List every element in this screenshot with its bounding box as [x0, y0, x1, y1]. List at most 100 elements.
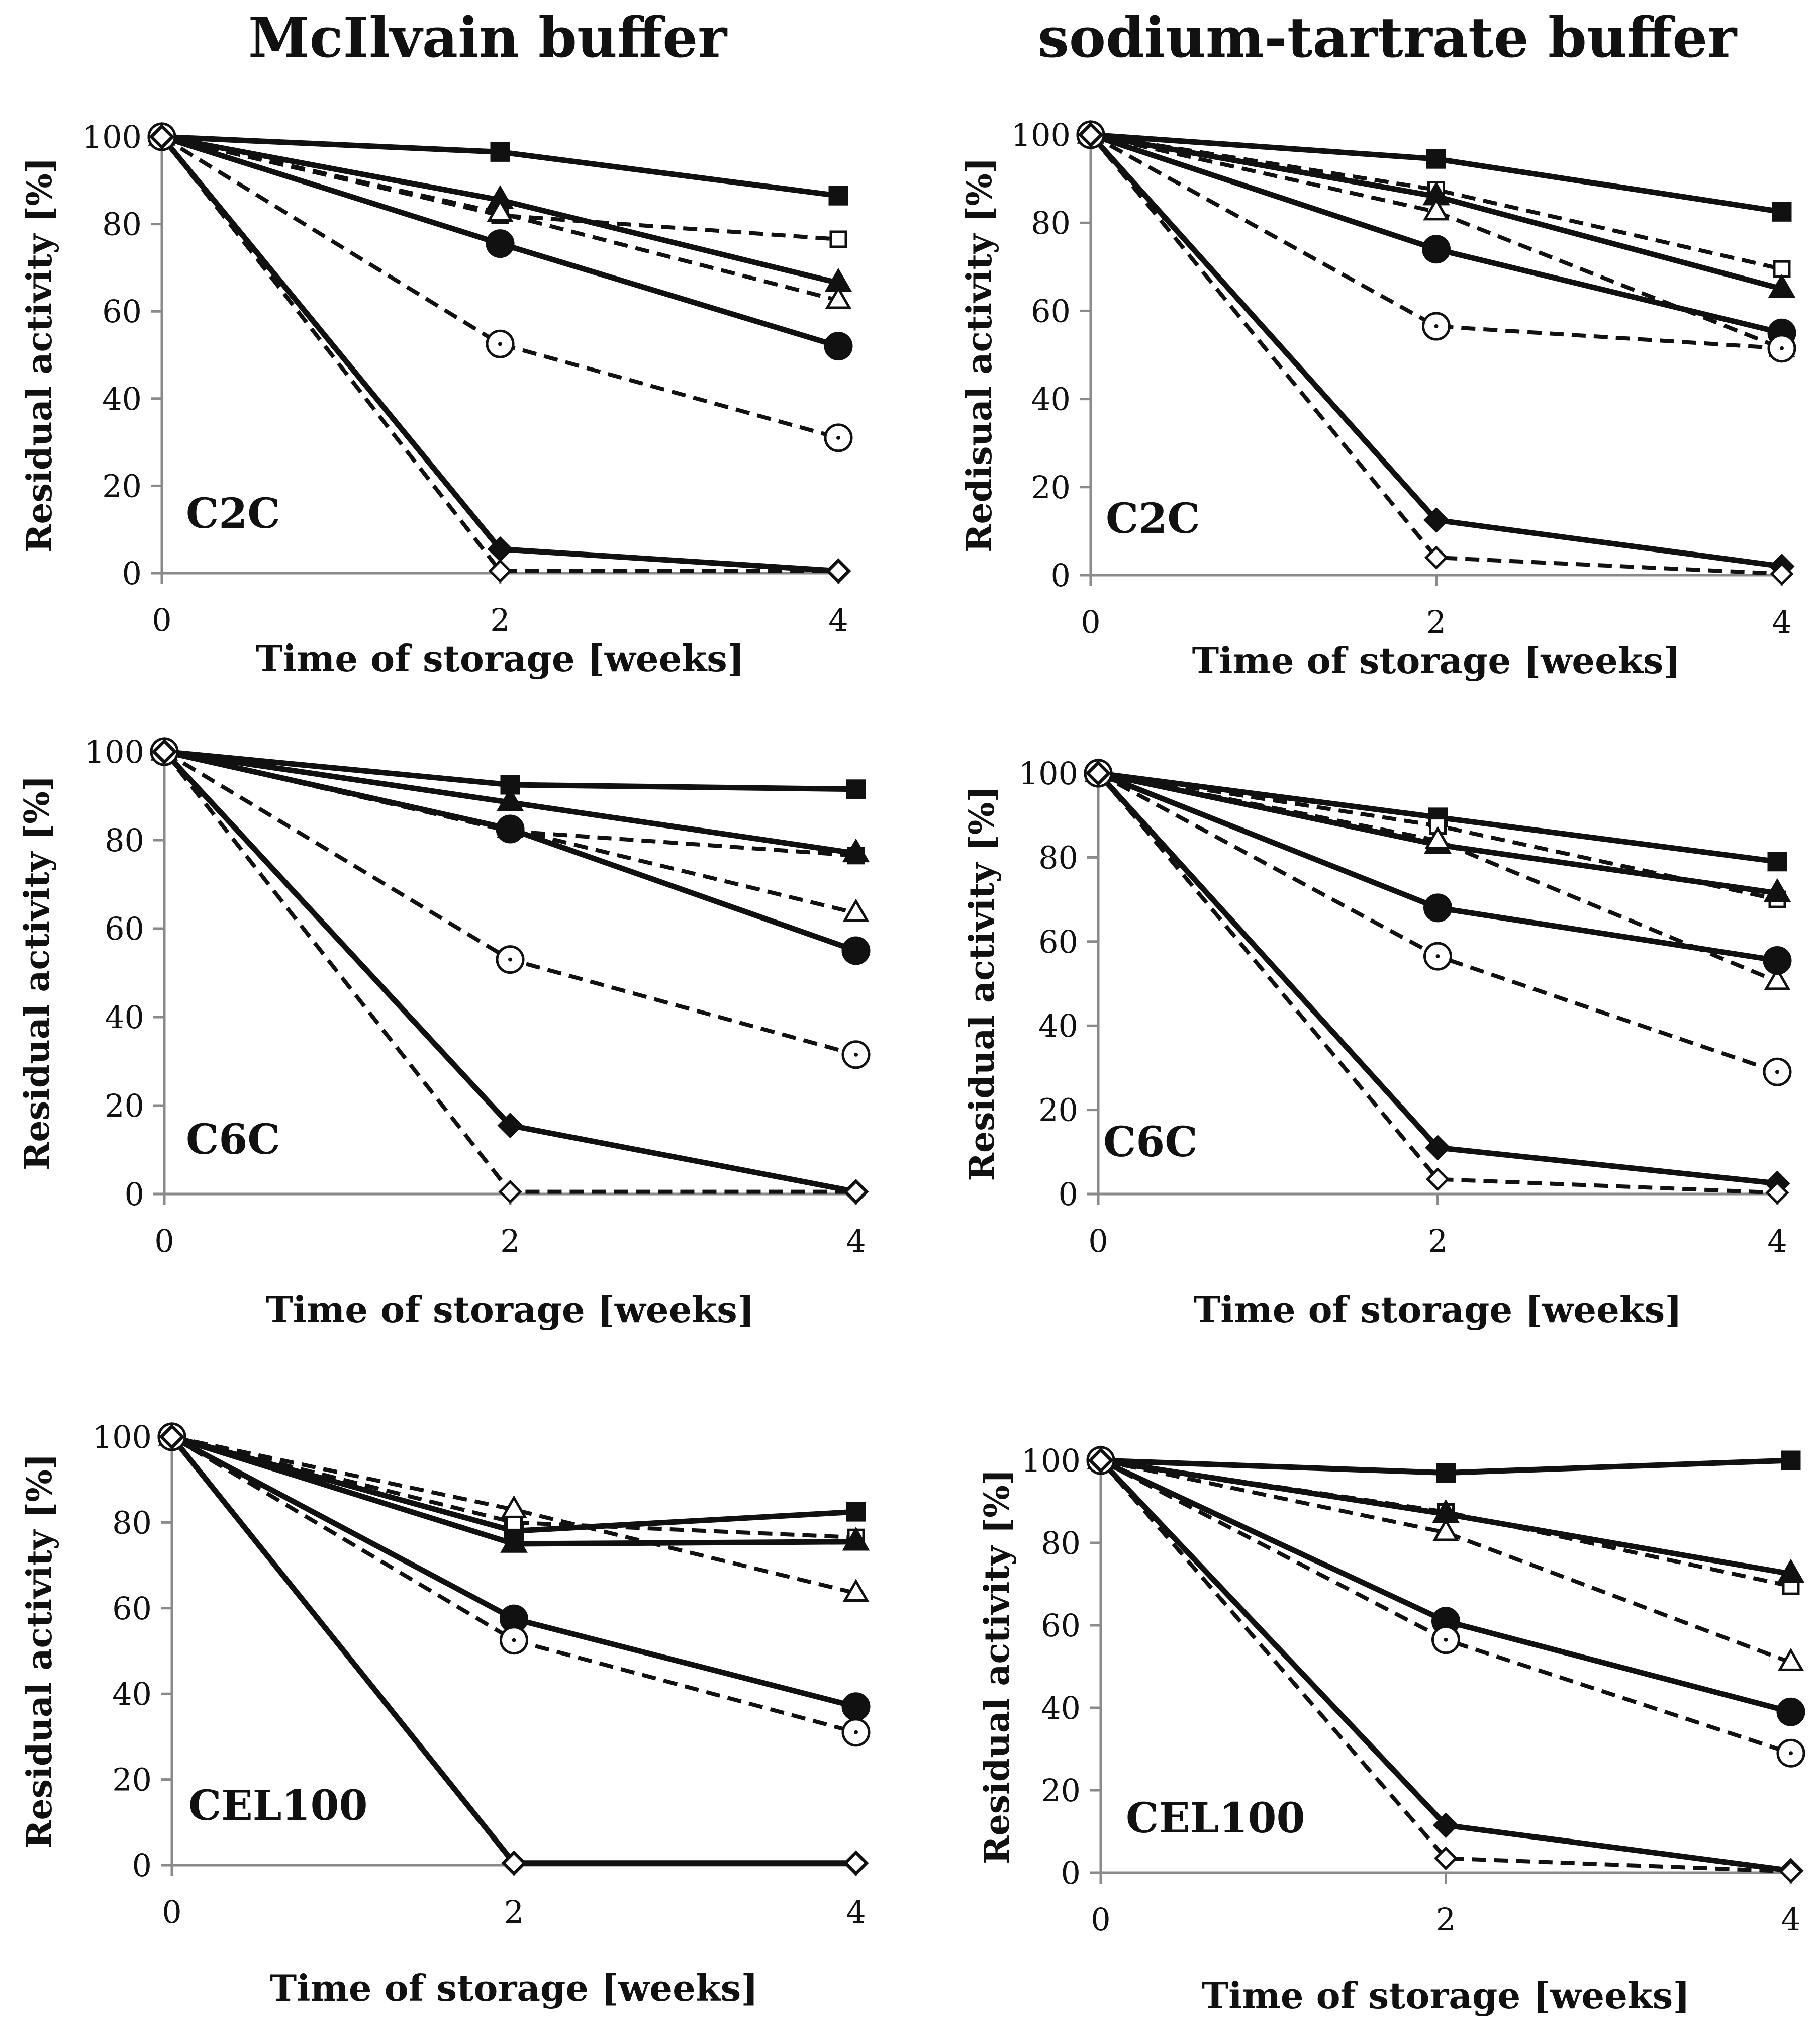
x-tick-label: 0 — [154, 1223, 174, 1259]
point-circle-filled — [841, 936, 871, 965]
point-circle-filled — [824, 332, 853, 361]
y-tick-label: 80 — [1038, 839, 1078, 876]
point-diamond-open — [502, 1851, 526, 1875]
column-title-mcilvain: McIlvain buffer — [248, 5, 727, 70]
y-axis-label: Residual activity [%] — [20, 1453, 60, 1849]
point-triangle-filled — [1763, 878, 1791, 902]
y-tick-label: 40 — [105, 999, 144, 1036]
point-triangle-open — [842, 1579, 870, 1602]
point-triangle-open — [1764, 967, 1791, 990]
point-diamond-filled — [1432, 1812, 1459, 1838]
y-tick-label: 20 — [1038, 1092, 1078, 1129]
point-triangle-filled — [842, 1526, 870, 1551]
point-circle-filled — [1763, 946, 1792, 975]
point-triangle-filled — [1777, 1558, 1805, 1583]
y-tick-label: 100 — [82, 119, 142, 155]
point-triangle-open — [1424, 826, 1451, 849]
point-circle-open-dot — [1444, 1637, 1448, 1642]
point-diamond-open — [1433, 1846, 1458, 1870]
point-diamond-filled — [1424, 1135, 1451, 1161]
series-line-diamond-open — [170, 1435, 856, 1865]
y-tick-label: 60 — [105, 910, 144, 947]
chart-panel-4: 0 20 40 60 80 100 0 2 4 Time of storage [weeks] Re… — [962, 755, 1792, 1331]
x-tick-label: 4 — [1781, 1901, 1800, 1938]
y-tick-label: 60 — [1038, 924, 1078, 960]
series-line-triangle-open — [161, 135, 839, 303]
x-tick-label: 2 — [490, 602, 510, 638]
chart-panel-1: 0 20 40 60 80 100 0 2 4 Time of storage [weeks] Re… — [20, 119, 853, 680]
y-tick-label: 80 — [112, 1504, 152, 1541]
chart-panel-5: 0 20 40 60 80 100 0 2 4 Time of storage [weeks] Re… — [20, 1419, 871, 2009]
point-diamond-filled — [1423, 507, 1450, 533]
x-tick-label: 2 — [1426, 604, 1446, 640]
point-circle-filled — [496, 814, 525, 844]
point-circle-filled — [1423, 893, 1452, 923]
point-circle-open-dot — [836, 435, 840, 440]
series-line-diamond-open — [1089, 133, 1782, 576]
y-tick-label: 80 — [1031, 205, 1071, 241]
point-triangle-open — [1777, 1648, 1804, 1671]
point-diamond-open — [1770, 562, 1794, 586]
point-circle-filled — [1422, 235, 1451, 264]
point-triangle-filled — [1768, 273, 1796, 298]
y-tick-label: 40 — [1041, 1690, 1081, 1726]
x-tick-label: 0 — [152, 602, 171, 638]
panel-label: CEL100 — [1126, 1794, 1305, 1843]
chart-panel-2: 0 20 40 60 80 100 0 2 4 Time of storage [weeks] Re… — [960, 117, 1796, 682]
point-square-filled — [1426, 149, 1446, 169]
point-diamond-open — [1779, 1860, 1803, 1884]
y-axis-label: Residual activity [%] — [17, 775, 57, 1170]
point-square-filled — [828, 186, 848, 206]
point-triangle-open — [825, 286, 852, 309]
point-circle-open-dot — [1435, 954, 1440, 959]
y-tick-label: 80 — [102, 206, 142, 243]
x-tick-label: 0 — [162, 1894, 181, 1930]
point-square-filled — [1767, 852, 1787, 872]
y-tick-label: 60 — [1031, 293, 1071, 329]
point-diamond-open — [498, 1180, 522, 1204]
y-tick-label: 20 — [1031, 469, 1071, 506]
y-tick-label: 100 — [85, 733, 144, 770]
point-triangle-filled — [842, 838, 870, 863]
point-triangle-open — [1432, 1518, 1459, 1541]
point-square-filled — [1436, 1463, 1456, 1483]
x-tick-label: 0 — [1091, 1901, 1110, 1938]
y-axis-label: Redisual activity [%] — [960, 157, 1000, 553]
chart-panel-3: 0 20 40 60 80 100 0 2 4 Time of storage [weeks] Re… — [17, 733, 871, 1331]
point-circle-open-dot — [854, 1730, 858, 1734]
y-tick-label: 40 — [1031, 381, 1071, 418]
y-tick-label: 100 — [1021, 1442, 1081, 1479]
chart-panel-6: 0 20 40 60 80 100 0 2 4 Time of storage [weeks] Re… — [977, 1442, 1805, 2017]
y-tick-label: 80 — [105, 822, 144, 859]
point-circle-open-dot — [498, 342, 502, 346]
point-circle-open-dot — [512, 1638, 516, 1642]
x-tick-label: 0 — [1081, 604, 1100, 640]
x-axis-label: Time of storage [weeks] — [1202, 1974, 1690, 2017]
x-tick-label: 4 — [828, 602, 848, 638]
series-line-diamond-open — [160, 135, 838, 573]
point-diamond-open — [844, 1180, 868, 1204]
y-tick-label: 0 — [122, 555, 142, 592]
point-square-filled — [1781, 1450, 1801, 1470]
y-tick-label: 100 — [92, 1419, 152, 1455]
y-tick-label: 60 — [112, 1590, 152, 1627]
point-diamond-open — [488, 559, 512, 583]
series-line-circle-open — [1090, 133, 1782, 350]
series-line-triangle-open — [1100, 1458, 1792, 1665]
series-line-diamond-open — [1099, 1459, 1791, 1874]
y-tick-label: 20 — [102, 468, 142, 504]
x-axis-label: Time of storage [weeks] — [1194, 1288, 1682, 1331]
y-tick-label: 40 — [1038, 1007, 1078, 1044]
point-diamond-open — [160, 1425, 184, 1449]
panel-label: C6C — [1103, 1118, 1198, 1166]
point-circle-filled — [486, 229, 515, 258]
y-tick-label: 100 — [1011, 117, 1071, 153]
y-tick-label: 60 — [1041, 1607, 1081, 1644]
point-diamond-open — [152, 740, 176, 764]
point-diamond-open — [150, 125, 174, 149]
y-tick-label: 0 — [125, 1176, 144, 1213]
series-line-circle-filled — [170, 1434, 857, 1710]
point-triangle-filled — [496, 787, 524, 811]
y-axis-label: Residual activity [%] — [20, 157, 60, 553]
